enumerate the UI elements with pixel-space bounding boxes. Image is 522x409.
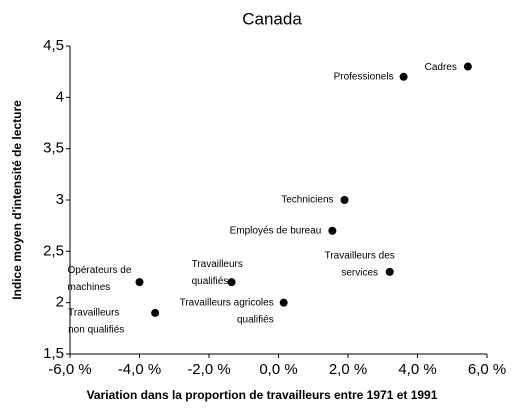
point	[385, 267, 394, 276]
chart-title: Canada	[242, 9, 302, 28]
point-label: Travailleurs agricoles	[180, 297, 274, 308]
y-tick-label: 2	[56, 294, 64, 311]
x-tick-label: -4,0 %	[118, 361, 161, 378]
x-tick-label: -2,0 %	[187, 361, 230, 378]
point-label: Cadres	[425, 62, 457, 73]
point	[340, 196, 349, 204]
point-label: Travailleurs	[68, 308, 119, 319]
point	[227, 278, 236, 287]
y-tick-label: 3	[56, 191, 64, 208]
point-label: machines	[68, 282, 111, 293]
x-tick-label: 2,0 %	[329, 361, 367, 378]
point-label: Professionels	[334, 71, 394, 82]
point	[328, 226, 337, 235]
point	[399, 72, 408, 81]
x-axis-label: Variation dans la proportion de travaill…	[87, 388, 438, 402]
x-tick-label: 6,0 %	[468, 361, 506, 378]
point-label: Opérateurs de	[68, 265, 132, 276]
x-tick-label: -6,0 %	[48, 361, 91, 378]
point-label: Travailleurs	[192, 259, 243, 270]
point	[135, 278, 144, 287]
point-label: qualifiés	[237, 314, 274, 325]
y-axis-label: Indice moyen d'intensité de lecture	[10, 100, 24, 300]
point-label: non qualifiés	[68, 325, 124, 336]
y-tick-label: 4,5	[43, 37, 64, 54]
point	[279, 298, 288, 307]
point-label: qualifiés	[192, 276, 229, 287]
point	[463, 62, 472, 71]
y-tick-label: 3,5	[43, 140, 64, 157]
y-tick-label: 2,5	[43, 242, 64, 259]
x-tick-label: 0,0 %	[259, 361, 297, 378]
point-label: Techniciens	[281, 195, 333, 206]
y-tick-label: 4	[56, 88, 64, 105]
point-label: services	[341, 268, 378, 279]
point	[151, 308, 160, 317]
x-tick-label: 4,0 %	[398, 361, 436, 378]
point-label: Travailleurs des	[325, 251, 395, 262]
y-tick-label: 1,5	[43, 345, 64, 362]
point-label: Employés de bureau	[230, 225, 322, 236]
